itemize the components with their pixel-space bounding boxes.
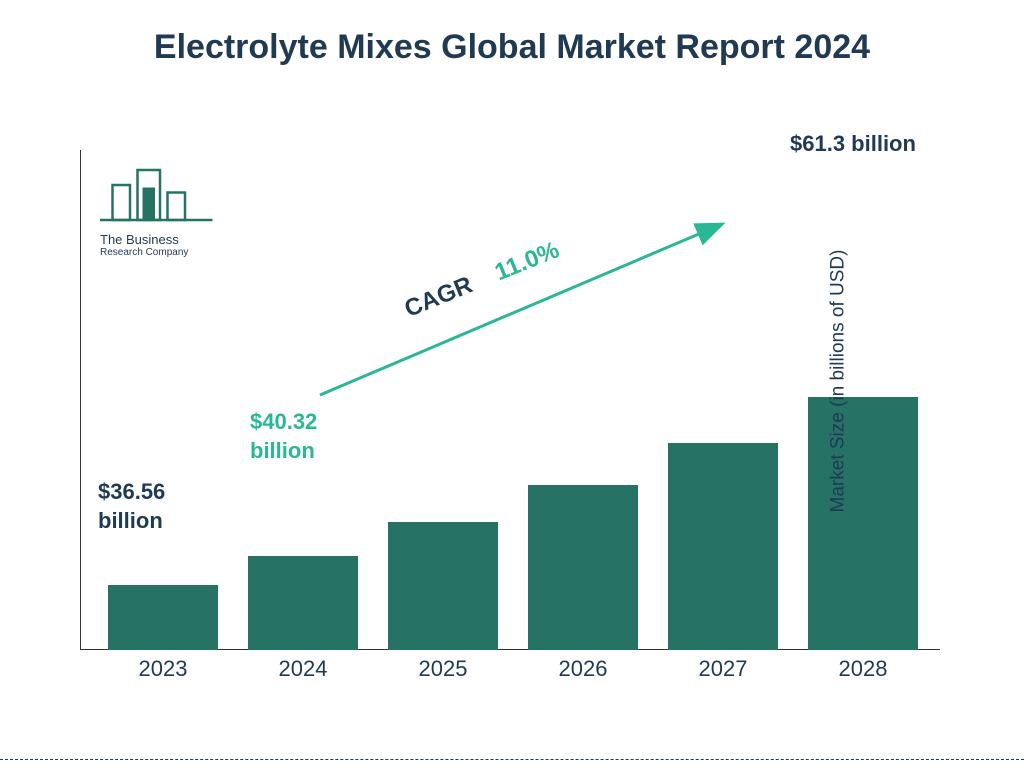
y-axis-title: Market Size (in billions of USD) xyxy=(828,250,850,513)
footer-divider xyxy=(0,759,1024,760)
chart-title: Electrolyte Mixes Global Market Report 2… xyxy=(0,28,1024,67)
growth-arrow xyxy=(80,130,940,690)
bar-chart: 202320242025202620272028 $36.56 billion$… xyxy=(80,130,940,690)
